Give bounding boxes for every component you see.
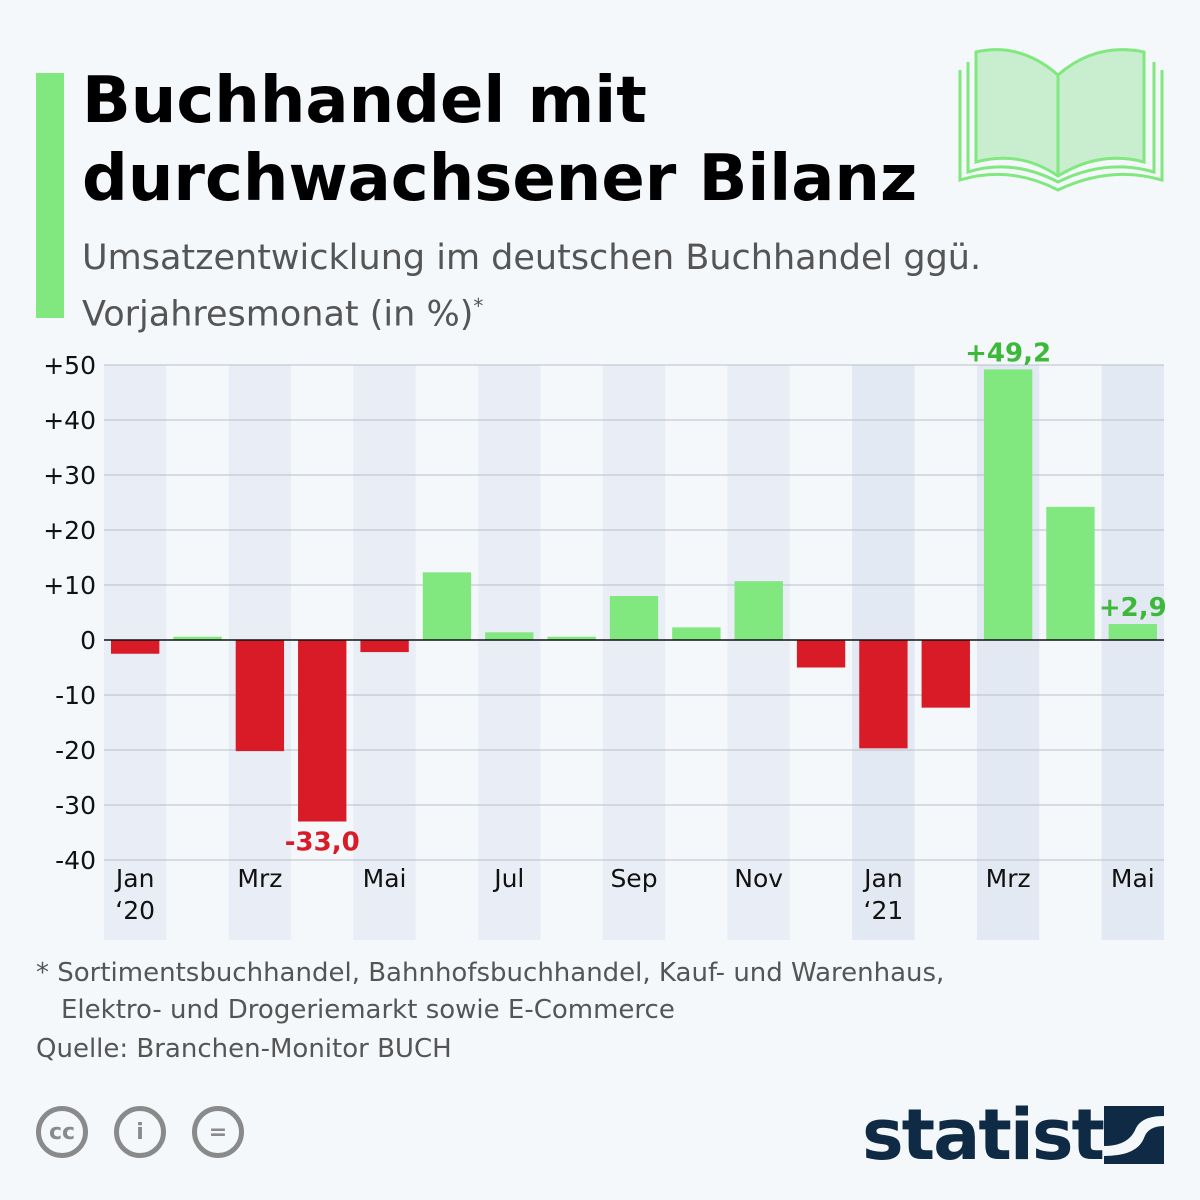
cc-icon[interactable]: cc bbox=[36, 1106, 88, 1158]
y-tick-label: -10 bbox=[55, 681, 96, 710]
x-tick-label: Nov bbox=[734, 864, 783, 893]
x-tick-label: Mai bbox=[1111, 864, 1155, 893]
statista-logo-mark-icon bbox=[1104, 1106, 1164, 1164]
x-tick-label: Mai bbox=[363, 864, 407, 893]
x-tick-label: Mrz bbox=[986, 864, 1031, 893]
column-band bbox=[478, 365, 541, 940]
x-tick-label-year: ‘20 bbox=[115, 896, 155, 925]
x-tick-label: Jan bbox=[114, 864, 155, 893]
subtitle-text: Umsatzentwicklung im deutschen Buchhande… bbox=[82, 238, 982, 335]
attribution-icon[interactable]: i bbox=[114, 1106, 166, 1158]
source: Quelle: Branchen-Monitor BUCH bbox=[36, 1034, 452, 1064]
bar-Sep-20 bbox=[609, 596, 659, 640]
no-derivatives-icon[interactable]: = bbox=[192, 1106, 244, 1158]
x-tick-label: Sep bbox=[610, 864, 657, 893]
column-band bbox=[602, 365, 666, 940]
bar-Aug-20 bbox=[547, 636, 596, 640]
y-tick-label: 0 bbox=[80, 626, 96, 655]
bar-Jan-20 bbox=[111, 640, 160, 654]
bar-Dez-20 bbox=[796, 640, 846, 668]
open-book-icon bbox=[958, 48, 1164, 192]
y-tick-label: +40 bbox=[43, 406, 96, 435]
y-tick-label: -40 bbox=[55, 846, 96, 875]
column-band bbox=[1101, 365, 1164, 940]
x-tick-label: Mrz bbox=[237, 864, 282, 893]
bar-Mrz-21 bbox=[983, 369, 1033, 640]
statista-logo[interactable]: statista bbox=[862, 1094, 1150, 1176]
footnote-marker: * bbox=[473, 294, 484, 318]
accent-bar bbox=[36, 73, 64, 318]
y-tick-label: -30 bbox=[55, 791, 96, 820]
bar-Mai-21 bbox=[1108, 624, 1157, 640]
bar-Jan-21 bbox=[859, 640, 908, 749]
x-tick-label: Jul bbox=[492, 864, 524, 893]
chart-subtitle: Umsatzentwicklung im deutschen Buchhande… bbox=[82, 234, 982, 339]
data-label: +2,9 bbox=[1099, 593, 1167, 623]
data-label: +49,2 bbox=[965, 338, 1051, 368]
column-band bbox=[727, 365, 790, 940]
x-tick-label: Jan bbox=[862, 864, 903, 893]
y-tick-label: -20 bbox=[55, 736, 96, 765]
bar-Apr-21 bbox=[1046, 506, 1095, 640]
bar-Feb-20 bbox=[173, 636, 222, 640]
bar-Apr-20 bbox=[298, 640, 347, 822]
column-band bbox=[353, 365, 416, 940]
footnote: * Sortimentsbuchhandel, Bahnhofsbuchhand… bbox=[36, 955, 944, 1029]
y-tick-label: +10 bbox=[43, 571, 96, 600]
license-icons[interactable]: cc i = bbox=[36, 1106, 244, 1158]
y-tick-label: +20 bbox=[43, 516, 96, 545]
chart-title: Buchhandel mit durchwachsener Bilanz bbox=[82, 64, 918, 216]
y-tick-label: +50 bbox=[43, 351, 96, 380]
bar-chart: +50 +40 +30 +20 +10 0 -10 -20 -30 -40 Jan ‘20 Mrz Mai… bbox=[43, 338, 1167, 940]
bar-Mai-20 bbox=[360, 640, 409, 653]
y-tick-label: +30 bbox=[43, 461, 96, 490]
footnote-line-1: * Sortimentsbuchhandel, Bahnhofsbuchhand… bbox=[36, 958, 945, 988]
bar-Nov-20 bbox=[734, 581, 783, 640]
bar-Jul-20 bbox=[485, 632, 534, 640]
bar-Mrz-20 bbox=[235, 640, 285, 752]
x-tick-label-year: ‘21 bbox=[864, 896, 904, 925]
bar-Feb-21 bbox=[921, 640, 970, 708]
footnote-line-2: Elektro- und Drogeriemarkt sowie E-Comme… bbox=[61, 995, 675, 1025]
bar-Okt-20 bbox=[672, 627, 721, 640]
bar-Jun-20 bbox=[422, 572, 472, 640]
data-label: -33,0 bbox=[285, 828, 360, 858]
